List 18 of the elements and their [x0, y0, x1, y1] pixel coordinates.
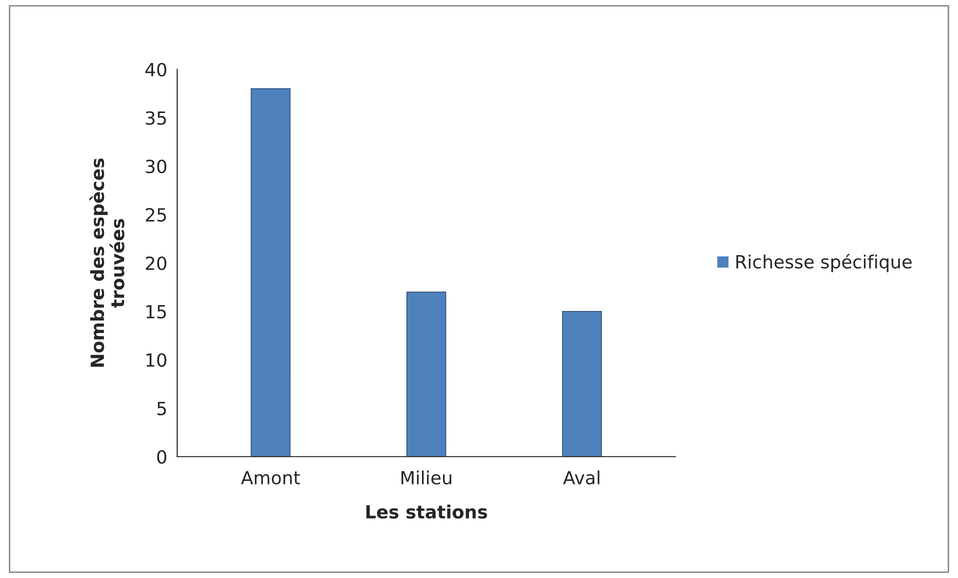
legend-label: Richesse spécifique	[736, 254, 912, 272]
y-axis-title: Nombre des espèces trouvées	[89, 158, 124, 367]
y-tick-label: 5	[157, 402, 166, 416]
x-tick-label: Aval	[563, 470, 600, 484]
x-tick-label: Milieu	[401, 470, 452, 484]
bar	[562, 310, 602, 457]
y-tick-label: 15	[146, 305, 166, 319]
y-tick-label: 0	[157, 450, 166, 464]
y-tick-label: 30	[146, 160, 166, 174]
x-tick-label: Amont	[241, 471, 300, 484]
y-tick-label: 25	[146, 208, 166, 222]
y-tick-label: 10	[146, 353, 166, 367]
bar	[406, 292, 446, 457]
x-axis-title: Les stations	[366, 504, 488, 519]
bar	[250, 88, 291, 457]
y-tick-label: 35	[146, 111, 166, 125]
y-tick-label: 20	[146, 256, 166, 270]
y-tick-label: 40	[145, 62, 166, 76]
